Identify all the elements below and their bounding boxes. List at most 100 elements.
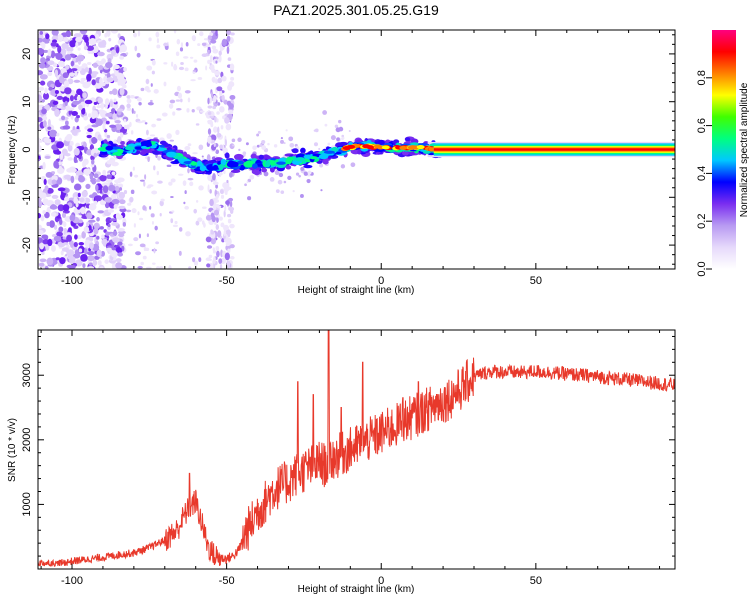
snr-x-tick-label: -100 [61, 575, 83, 587]
spectrogram-speckle [73, 208, 78, 214]
spectrogram-speckle [62, 125, 71, 130]
spectrogram-speckle [126, 103, 131, 109]
spectrogram-speckle [193, 260, 199, 266]
spectrogram-speckle [120, 132, 124, 138]
spectrogram-speckle [159, 200, 164, 207]
spectrogram-speckle [146, 65, 153, 71]
spectrogram-speckle [213, 262, 216, 269]
spectrogram-speckle [45, 171, 53, 178]
spectrogram-speckle [226, 46, 230, 54]
spectrogram-speckle [198, 144, 204, 151]
spectrogram-speckle [214, 116, 217, 123]
spectrogram-speckle [45, 33, 50, 40]
spectrogram-ridge-blob [226, 161, 239, 168]
spectrogram-speckle [216, 250, 220, 258]
spectrogram-speckle [56, 141, 65, 149]
spectrogram-speckle [224, 252, 230, 261]
spectrogram-speckle [150, 213, 155, 218]
spectrogram-speckle [215, 60, 218, 64]
spectrogram-speckle [111, 171, 116, 176]
spectrogram-speckle [147, 184, 154, 188]
spectrogram-speckle [210, 39, 217, 44]
colorbar-tick-label: 0.0 [696, 261, 708, 276]
spectrogram-speckle [108, 37, 112, 42]
spectrogram-speckle [38, 94, 43, 103]
spectrogram-speckle [102, 123, 106, 131]
spectrogram-speckle [93, 113, 100, 118]
spectrogram-speckle [142, 255, 147, 260]
spectrogram-speckle [225, 200, 230, 205]
spectrogram-speckle [91, 136, 98, 144]
spectrogram-speckle [63, 80, 70, 88]
spectrogram-speckle [54, 108, 60, 117]
spectrogram-speckle [229, 223, 235, 229]
spectrogram-speckle [44, 265, 49, 269]
spectrogram-speckle [206, 263, 211, 268]
spectrogram-speckle [215, 118, 219, 123]
spectrogram-speckle [126, 95, 131, 99]
spectrogram-speckle [42, 210, 46, 214]
spectrogram-speckle [115, 46, 120, 54]
spectrogram-speckle [74, 234, 78, 240]
spectrogram-speckle [82, 160, 87, 168]
spectrogram-speckle [85, 131, 93, 135]
spectrogram-ridge-blob [236, 160, 244, 165]
spectrogram-speckle [103, 139, 108, 144]
spectrogram-speckle [219, 47, 223, 52]
spectrogram-speckle [99, 174, 107, 182]
spectrogram-ridge-blob [199, 165, 207, 172]
spectrogram-speckle [223, 224, 229, 231]
spectrogram-speckle [83, 248, 88, 255]
spectrogram-speckle [193, 208, 197, 214]
spectrogram-speckle [289, 142, 295, 148]
spectrogram-speckle [82, 92, 87, 99]
spectrogram-speckle [189, 56, 194, 59]
spectrogram-speckle [159, 213, 162, 217]
spectrogram-speckle [157, 180, 163, 184]
spectrogram-speckle [224, 204, 227, 212]
spectrogram-speckle [269, 177, 275, 182]
spectrogram-speckle [73, 147, 80, 156]
spectrogram-speckle [207, 119, 213, 124]
spectrogram-speckle [59, 257, 66, 265]
spectrogram-speckle [119, 79, 126, 87]
snr-y-tick-label: 2000 [21, 428, 33, 452]
spectrogram-speckle [217, 77, 223, 84]
spectrogram-speckle [334, 124, 339, 129]
spectrogram-speckle [230, 76, 235, 81]
spectrogram-speckle [105, 61, 113, 69]
spectrogram-ridge-blob [342, 146, 351, 151]
spectrogram-speckle [226, 179, 229, 184]
spectrogram-speckle [127, 202, 132, 206]
spectrogram-speckle [57, 34, 64, 42]
spectrogram-speckle [198, 257, 202, 262]
spectrogram-speckle [283, 180, 287, 184]
spectrogram-speckle [148, 37, 152, 42]
spectrogram-speckle [52, 100, 59, 105]
spectrogram-speckle [57, 187, 66, 192]
snr-x-axis-label: Height of straight line (km) [298, 584, 415, 595]
spectrogram-speckle [280, 139, 284, 144]
spectrogram-speckle [149, 134, 156, 137]
spectrogram-speckle [55, 52, 63, 60]
spectrogram-speckle [119, 87, 125, 96]
spectrogram-speckle [67, 78, 74, 85]
spectrogram-speckle [38, 37, 44, 43]
spectrogram-speckle [327, 142, 331, 146]
spectrogram-speckle [233, 153, 244, 161]
spectrogram-speckle [217, 102, 221, 106]
spectrogram-speckle [61, 115, 66, 121]
spectrogram-speckle [38, 117, 43, 123]
spectrogram-speckle [113, 98, 117, 103]
spectrogram-speckle [138, 217, 144, 221]
spectrogram-speckle [322, 159, 329, 165]
spectrogram-speckle [195, 123, 200, 126]
spectrogram-speckle [70, 60, 75, 67]
spectrogram-speckle [225, 188, 229, 192]
spectrogram-speckle [169, 99, 176, 104]
spectrogram-speckle [124, 124, 128, 130]
spectrogram-speckle [66, 234, 73, 242]
spectrogram-speckle [313, 142, 319, 147]
spectrogram-speckle [195, 200, 199, 203]
spectrogram-speckle [210, 122, 214, 128]
